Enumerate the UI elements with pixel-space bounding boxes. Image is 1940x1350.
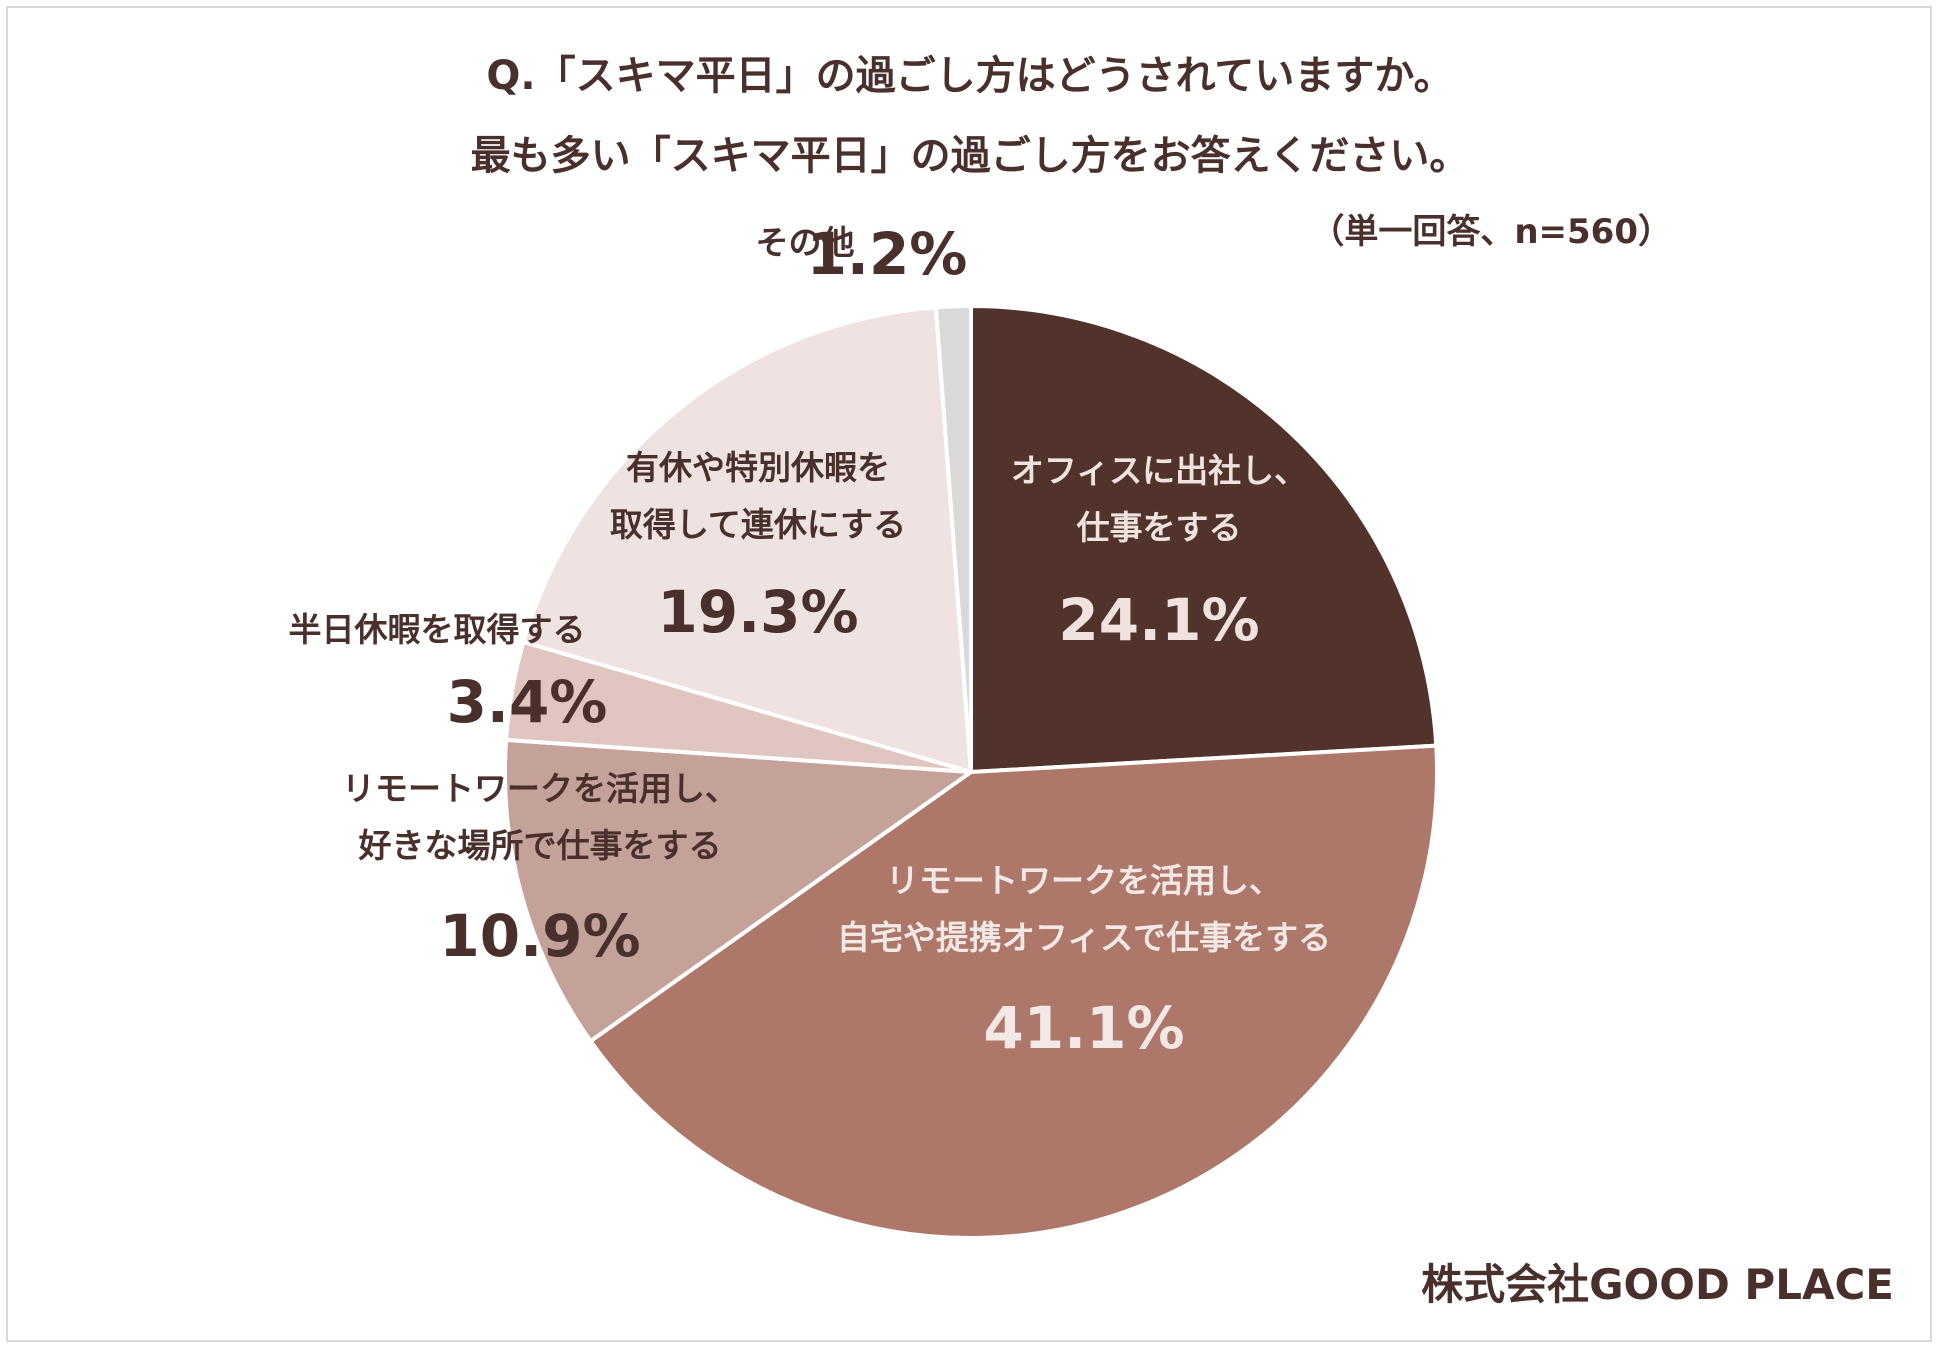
chart-title-line-2: 最も多い「スキマ平日」の過ごし方をお答えください。	[470, 133, 1470, 179]
pie-slices	[503, 303, 1439, 1240]
slice-label-5-line-2: 取得して連休にする	[610, 505, 906, 544]
slice-label-1-line-1: オフィスに出社し、	[1011, 451, 1307, 490]
slice-value-label-6: 1.2%	[807, 220, 968, 288]
slice-value-label-4: 3.4%	[447, 668, 608, 736]
slice-label-3-line-2: 好きな場所で仕事をする	[358, 826, 722, 865]
pie-slice-2	[588, 743, 1439, 1240]
slice-label-2-line-2: 自宅や提携オフィスで仕事をする	[837, 918, 1331, 957]
sample-size-note: （単一回答、n=560）	[1310, 212, 1672, 252]
slice-label-4-line-1: 半日休暇を取得する	[289, 610, 586, 649]
slice-value-label-1: 24.1%	[1058, 586, 1259, 654]
pie-slice-6	[933, 303, 973, 774]
pie-slice-3	[503, 737, 973, 1044]
slice-label-1-line-2: 仕事をする	[1077, 508, 1242, 547]
slice-label-2-line-1: リモートワークを活用し、	[886, 861, 1282, 900]
slice-label-6: その他	[756, 223, 855, 262]
company-credit: 株式会社GOOD PLACE	[1421, 1260, 1894, 1309]
chart-title-line-1: Q.「スキマ平日」の過ごし方はどうされていますか。	[486, 53, 1454, 99]
pie-labels: オフィスに出社し、仕事をする 24.1% リモートワークを活用し、自宅や提携オフィス…	[289, 220, 1332, 1062]
slice-value-label-5: 19.3%	[657, 578, 858, 646]
slice-label-3-line-1: リモートワークを活用し、	[342, 769, 738, 808]
slice-value-label-2: 41.1%	[983, 994, 1184, 1062]
slice-label-5-line-1: 有休や特別休暇を	[626, 448, 890, 487]
pie-slice-1	[969, 304, 1439, 774]
pie-slice-5	[521, 305, 973, 774]
slice-value-label-3: 10.9%	[439, 902, 640, 970]
